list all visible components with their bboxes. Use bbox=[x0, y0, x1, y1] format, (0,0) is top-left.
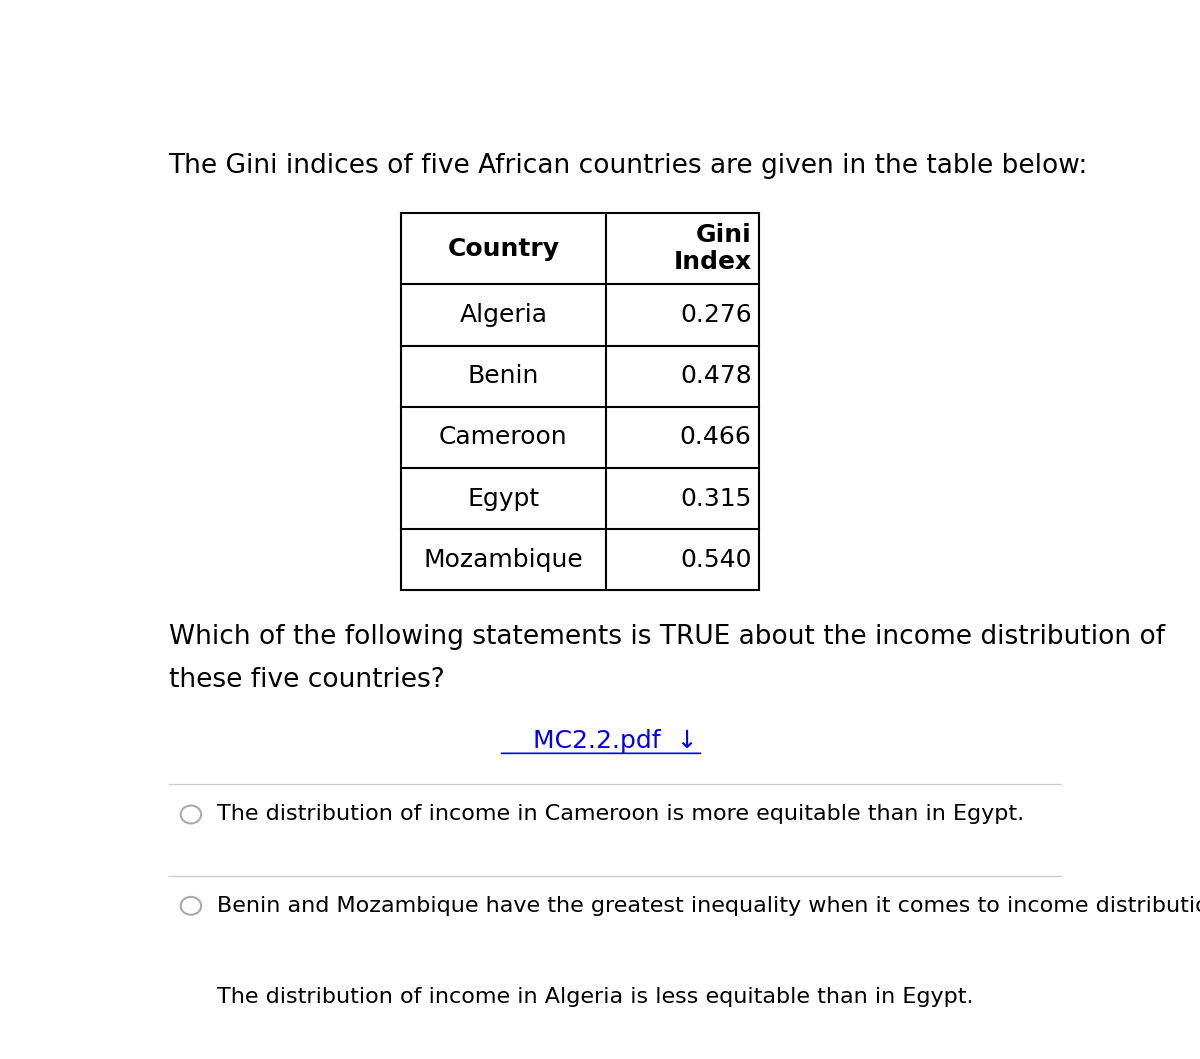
Text: Benin and Mozambique have the greatest inequality when it comes to income distri: Benin and Mozambique have the greatest i… bbox=[217, 896, 1200, 916]
Text: The distribution of income in Cameroon is more equitable than in Egypt.: The distribution of income in Cameroon i… bbox=[217, 805, 1024, 825]
Text: 0.276: 0.276 bbox=[680, 303, 751, 327]
Text: 0.466: 0.466 bbox=[680, 426, 751, 449]
Text: 0.315: 0.315 bbox=[680, 486, 751, 510]
Text: The Gini indices of five African countries are given in the table below:: The Gini indices of five African countri… bbox=[168, 154, 1088, 179]
Text: Cameroon: Cameroon bbox=[439, 426, 568, 449]
Text: 0.478: 0.478 bbox=[680, 364, 751, 389]
Text: Benin: Benin bbox=[468, 364, 539, 389]
Text: Mozambique: Mozambique bbox=[424, 548, 583, 572]
Text: 0.540: 0.540 bbox=[680, 548, 751, 572]
Text: Country: Country bbox=[448, 236, 559, 261]
Text: Gini
Index: Gini Index bbox=[673, 222, 751, 274]
Text: The distribution of income in Algeria is less equitable than in Egypt.: The distribution of income in Algeria is… bbox=[217, 987, 973, 1007]
Text: these five countries?: these five countries? bbox=[168, 667, 444, 693]
Text: Which of the following statements is TRUE about the income distribution of: Which of the following statements is TRU… bbox=[168, 625, 1165, 650]
Text: Egypt: Egypt bbox=[467, 486, 540, 510]
Text: Algeria: Algeria bbox=[460, 303, 547, 327]
Text: MC2.2.pdf  ↓: MC2.2.pdf ↓ bbox=[533, 729, 697, 753]
